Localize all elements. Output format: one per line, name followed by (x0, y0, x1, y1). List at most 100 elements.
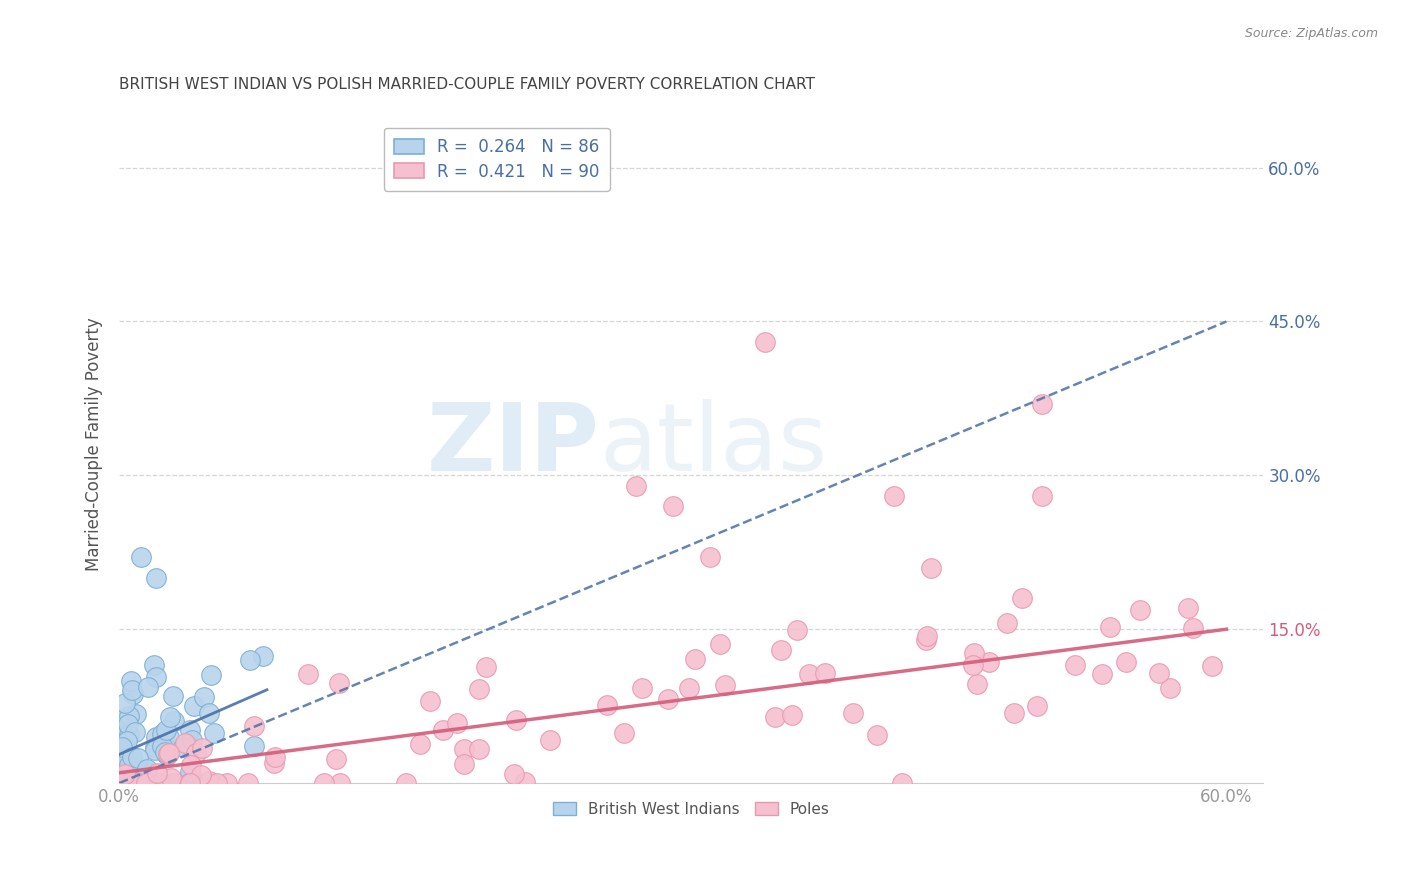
Point (112, 763, 135, 777)
Point (180, 769, 202, 783)
Text: atlas: atlas (600, 399, 828, 491)
Point (156, 747, 179, 761)
Point (595, 698, 617, 712)
Point (112, 739, 135, 753)
Point (115, 776, 138, 790)
Point (155, 723, 177, 737)
Point (624, 478, 647, 492)
Point (145, 730, 167, 744)
Point (329, 776, 352, 790)
Point (121, 749, 143, 764)
Point (159, 730, 181, 744)
Point (112, 734, 135, 748)
Point (997, 615, 1019, 630)
Point (453, 756, 475, 771)
Point (112, 776, 135, 790)
Point (657, 691, 679, 706)
Point (124, 776, 146, 790)
Point (112, 755, 135, 769)
Point (1115, 655, 1137, 669)
Point (243, 739, 266, 753)
Point (124, 707, 146, 722)
Point (754, 334, 776, 349)
Point (1149, 666, 1171, 681)
Point (179, 776, 201, 790)
Point (1011, 591, 1033, 606)
Point (159, 772, 181, 786)
Legend: British West Indians, Poles: British West Indians, Poles (547, 796, 837, 822)
Point (163, 714, 186, 728)
Point (125, 776, 148, 790)
Point (146, 765, 169, 780)
Point (111, 748, 134, 763)
Point (120, 761, 142, 775)
Point (118, 728, 141, 742)
Point (842, 706, 865, 720)
Point (200, 668, 222, 682)
Point (198, 706, 221, 720)
Point (252, 648, 274, 663)
Point (108, 776, 131, 790)
Point (683, 652, 706, 666)
Point (468, 742, 491, 756)
Point (117, 776, 139, 790)
Point (108, 776, 131, 790)
Point (538, 732, 561, 747)
Point (395, 776, 418, 790)
Point (1129, 603, 1152, 617)
Point (179, 739, 201, 754)
Point (966, 676, 988, 690)
Point (236, 776, 259, 790)
Point (631, 681, 654, 695)
Point (121, 682, 143, 697)
Point (453, 742, 475, 756)
Point (127, 751, 149, 765)
Point (263, 756, 285, 771)
Point (115, 734, 138, 748)
Point (136, 763, 159, 777)
Point (150, 727, 173, 741)
Point (662, 499, 685, 513)
Point (114, 755, 136, 769)
Point (110, 730, 132, 744)
Point (128, 763, 150, 777)
Point (180, 733, 202, 747)
Point (132, 774, 155, 789)
Point (128, 776, 150, 790)
Point (1201, 658, 1223, 673)
Point (814, 665, 837, 680)
Point (135, 765, 157, 780)
Point (156, 748, 179, 763)
Point (763, 710, 786, 724)
Point (138, 680, 160, 694)
Point (111, 728, 134, 742)
Point (432, 723, 454, 738)
Point (505, 714, 527, 728)
Point (962, 657, 984, 672)
Text: ZIP: ZIP (427, 399, 600, 491)
Point (217, 776, 239, 790)
Point (190, 768, 212, 782)
Point (474, 660, 496, 674)
Text: BRITISH WEST INDIAN VS POLISH MARRIED-COUPLE FAMILY POVERTY CORRELATION CHART: BRITISH WEST INDIAN VS POLISH MARRIED-CO… (120, 78, 815, 93)
Point (110, 776, 132, 790)
Point (111, 776, 134, 790)
Point (143, 658, 166, 673)
Point (325, 752, 347, 766)
Point (150, 739, 173, 754)
Point (152, 730, 174, 744)
Point (125, 776, 148, 790)
Point (183, 698, 205, 713)
Point (120, 673, 142, 688)
Point (197, 774, 219, 789)
Point (114, 696, 136, 710)
Point (613, 726, 636, 740)
Point (118, 708, 141, 723)
Point (177, 776, 200, 790)
Point (920, 560, 942, 574)
Point (709, 637, 731, 651)
Y-axis label: Married-Couple Family Poverty: Married-Couple Family Poverty (86, 318, 103, 572)
Point (699, 550, 721, 565)
Point (148, 776, 170, 790)
Point (1002, 706, 1025, 721)
